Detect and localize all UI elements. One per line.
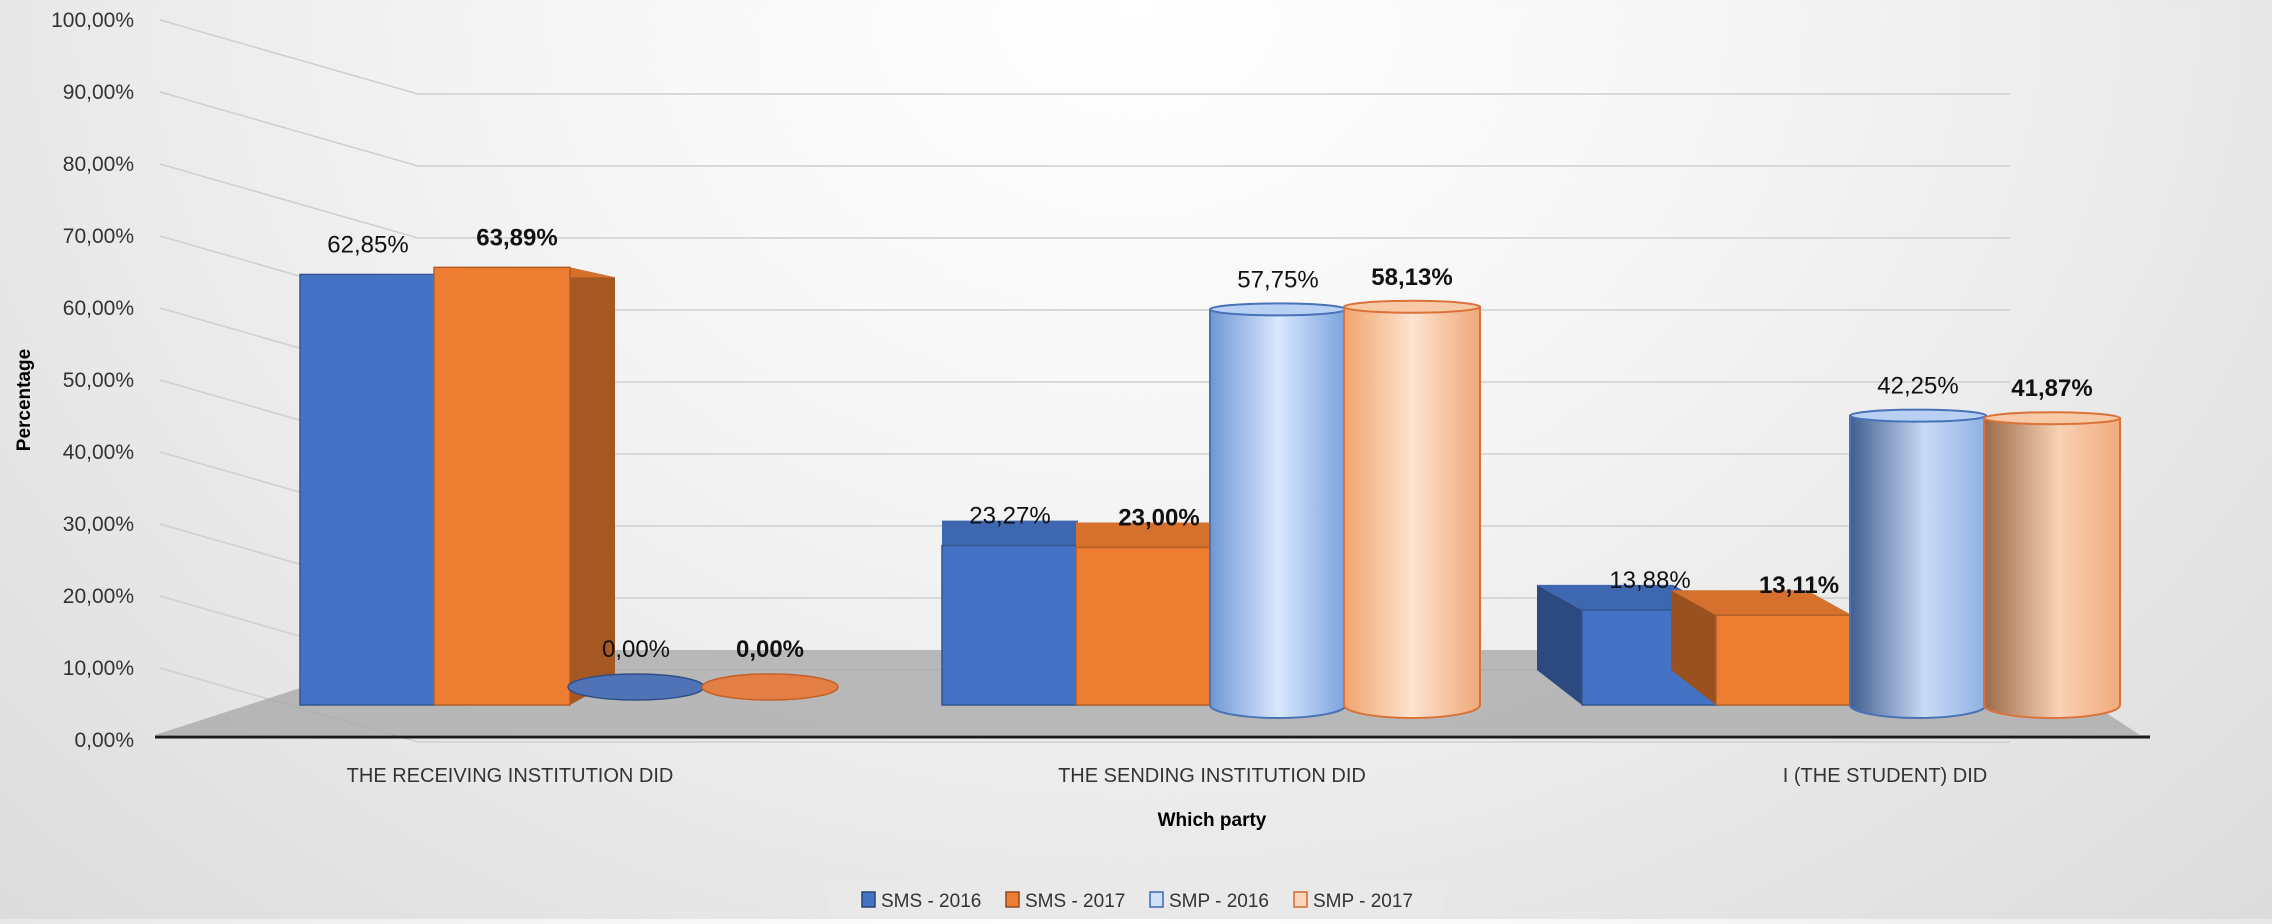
y-tick-label: 30,00%	[63, 513, 134, 536]
y-tick-label: 60,00%	[63, 297, 134, 320]
legend-label: SMS - 2016	[881, 891, 981, 912]
bar-cylinder-top	[1343, 299, 1481, 314]
legend-swatch	[1149, 891, 1164, 908]
data-label: 0,00%	[736, 636, 804, 663]
bar-top	[942, 520, 1078, 546]
gridline	[159, 91, 2010, 167]
y-tick-label: 0,00%	[74, 729, 134, 752]
bar	[567, 673, 705, 701]
bar-cylinder-top	[1849, 408, 1987, 423]
y-tick-label: 40,00%	[63, 441, 134, 464]
y-tick-label: 90,00%	[63, 81, 134, 104]
x-category-label: THE SENDING INSTITUTION DID	[1058, 765, 1366, 787]
legend-swatch	[861, 891, 876, 908]
y-tick-label: 80,00%	[63, 153, 134, 176]
bar	[1671, 590, 1853, 706]
data-label: 13,88%	[1609, 567, 1690, 594]
bar	[433, 266, 615, 706]
legend-swatch	[1293, 891, 1308, 908]
y-tick-label: 50,00%	[63, 369, 134, 392]
bar-top	[1076, 522, 1212, 548]
y-axis-ticks: 0,00% 10,00% 20,00% 30,00% 40,00% 50,00% 60,00…	[51, 9, 134, 752]
legend: SMS - 2016 SMS - 2017 SMP - 2016 SMP - 2017	[830, 883, 1442, 917]
data-label: 58,13%	[1371, 264, 1452, 291]
bar-front	[299, 273, 437, 706]
bar-front	[941, 544, 1079, 706]
bar	[701, 673, 839, 701]
data-labels: 62,85% 63,89% 0,00% 0,00% 23,27% 23,00% 57,75%…	[327, 224, 2092, 663]
x-axis-title: Which party	[1158, 810, 1267, 831]
legend-swatch	[1005, 891, 1020, 908]
bar-front	[1075, 546, 1213, 706]
data-label: 57,75%	[1237, 266, 1318, 293]
legend-label: SMP - 2016	[1169, 891, 1269, 912]
data-label: 23,00%	[1118, 504, 1199, 531]
gridline	[159, 163, 2010, 239]
legend-background	[830, 883, 1442, 917]
data-label: 42,25%	[1877, 373, 1958, 400]
gridline	[159, 667, 2010, 743]
data-label: 0,00%	[602, 636, 670, 663]
bar-cylinder-body	[1849, 414, 1987, 719]
bar-cylinder-base	[567, 673, 705, 701]
data-label: 13,11%	[1759, 572, 1839, 599]
data-label: 23,27%	[969, 503, 1050, 530]
bar-side	[570, 267, 615, 705]
bar-cylinder-base	[701, 673, 839, 701]
bars	[299, 266, 2121, 719]
legend-label: SMP - 2017	[1313, 891, 1413, 912]
bar-front	[1715, 614, 1853, 706]
bar-side	[1537, 584, 1582, 705]
y-tick-label: 10,00%	[63, 657, 134, 680]
data-label: 41,87%	[2011, 375, 2092, 402]
y-axis-title: Percentage	[14, 349, 35, 451]
legend-label: SMS - 2017	[1025, 891, 1125, 912]
bar-side	[1671, 590, 1716, 705]
bar	[1343, 299, 1481, 719]
x-category-label: I (THE STUDENT) DID	[1783, 765, 1987, 787]
bar-top	[1671, 590, 1852, 616]
bar-cylinder-body	[1983, 417, 2121, 719]
bar-cylinder-top	[1983, 411, 2121, 426]
data-label: 62,85%	[327, 231, 408, 258]
bar	[1209, 302, 1347, 719]
bar	[1075, 522, 1213, 706]
data-label: 63,89%	[476, 224, 557, 251]
bar-cylinder-body	[1343, 305, 1481, 719]
bar-front	[433, 266, 571, 706]
y-tick-label: 70,00%	[63, 225, 134, 248]
gridline	[159, 19, 2010, 95]
bar	[941, 520, 1079, 706]
bar-cylinder-body	[1209, 308, 1347, 719]
bar	[1983, 411, 2121, 719]
y-tick-label: 100,00%	[51, 9, 134, 32]
bar-cylinder-top	[1209, 302, 1347, 317]
y-tick-label: 20,00%	[63, 585, 134, 608]
bar	[1849, 408, 1987, 719]
x-category-label: THE RECEIVING INSTITUTION DID	[347, 765, 674, 787]
x-axis-categories: THE RECEIVING INSTITUTION DID THE SENDING…	[347, 765, 1988, 787]
